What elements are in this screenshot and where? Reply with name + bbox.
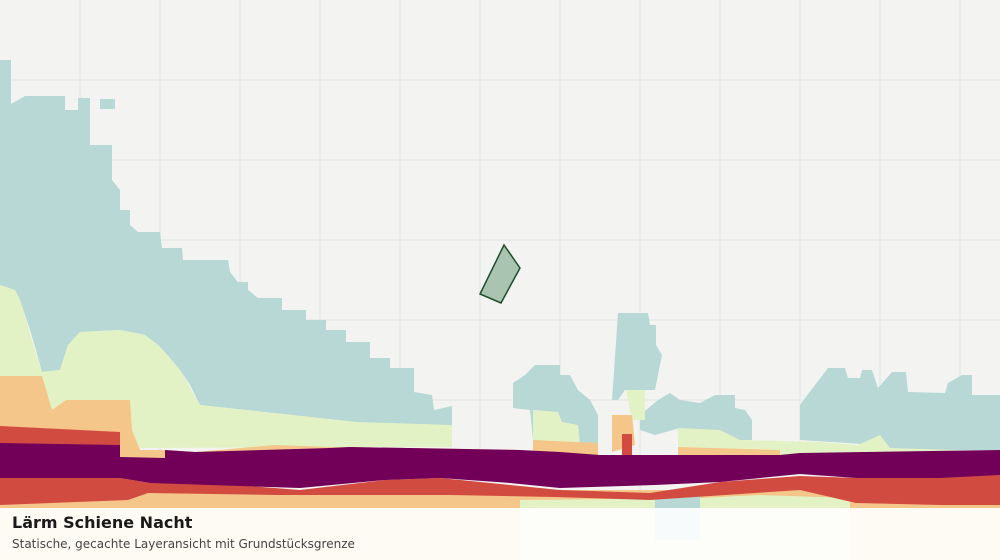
- zone-teal: [0, 60, 452, 440]
- zone-red: [0, 474, 1000, 505]
- map-title: Lärm Schiene Nacht: [12, 513, 193, 532]
- parcel-boundary: [478, 243, 521, 304]
- zone-teal: [640, 393, 752, 440]
- zone-teal: [612, 313, 662, 400]
- info-panel: [0, 508, 1000, 560]
- zone-purple: [0, 443, 1000, 488]
- zone-teal: [100, 99, 115, 109]
- zone-red: [622, 434, 632, 456]
- zone-green: [626, 390, 645, 420]
- zone-teal: [800, 368, 1000, 450]
- map-subtitle: Statische, gecachte Layeransicht mit Gru…: [12, 537, 355, 551]
- zone-orange: [0, 376, 520, 460]
- zone-green: [533, 410, 580, 445]
